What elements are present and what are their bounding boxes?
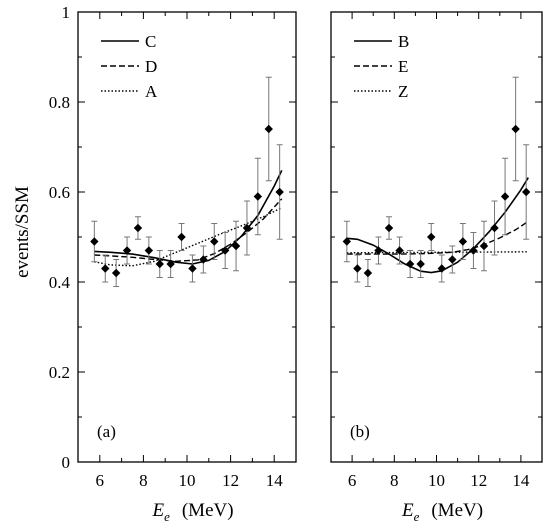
x-tick-label: 10 xyxy=(428,471,445,490)
data-point xyxy=(166,259,175,269)
y-tick-label: 0 xyxy=(62,453,71,472)
data-point xyxy=(395,246,404,255)
data-point xyxy=(353,264,362,273)
data-point xyxy=(220,246,230,255)
data-point xyxy=(177,232,186,242)
data-point xyxy=(363,268,373,278)
data-point xyxy=(374,246,383,255)
data-point xyxy=(155,259,164,269)
data-point xyxy=(500,192,510,201)
x-axis-unit: (MeV) xyxy=(431,500,483,521)
panel-label: (a) xyxy=(97,422,116,441)
x-axis-unit: (MeV) xyxy=(182,500,234,521)
curve-E xyxy=(346,220,529,255)
data-point xyxy=(90,237,99,246)
x-tick-label: 12 xyxy=(222,471,239,490)
x-axis-label: Ee (MeV) xyxy=(151,500,233,524)
curve-D xyxy=(94,198,283,263)
x-tick-label: 8 xyxy=(390,471,399,490)
y-axis-label: events/SSM xyxy=(12,186,33,278)
legend-label-Z: Z xyxy=(398,82,408,101)
panel-label: (b) xyxy=(350,422,370,441)
x-axis-var: E xyxy=(401,500,414,521)
y-tick-label: 0.2 xyxy=(49,363,70,382)
x-tick-label: 14 xyxy=(512,471,530,490)
plot-frame xyxy=(77,11,297,463)
data-point xyxy=(405,259,415,269)
data-point xyxy=(427,232,436,242)
data-point xyxy=(133,223,143,233)
data-point xyxy=(199,255,208,264)
x-tick-label: 12 xyxy=(470,471,487,490)
x-axis-var: E xyxy=(151,500,164,521)
data-point xyxy=(521,187,531,197)
y-tick-label: 1 xyxy=(62,3,71,22)
data-point xyxy=(490,223,499,233)
data-point xyxy=(122,246,132,255)
data-point xyxy=(479,241,489,251)
x-tick-label: 10 xyxy=(179,471,196,490)
y-tick-label: 0.4 xyxy=(49,273,71,292)
x-tick-label: 14 xyxy=(266,471,284,490)
x-axis-sub: e xyxy=(164,509,170,524)
data-point xyxy=(188,264,197,273)
panel-a: 6 8 10 12 14 0 0.2 0.4 0.6 0.8 1 Ee (MeV) CDA (a) xyxy=(49,3,297,524)
y-tick-label: 0.6 xyxy=(49,183,70,202)
legend-label-D: D xyxy=(145,57,157,76)
x-tick-label: 6 xyxy=(348,471,357,490)
data-point xyxy=(416,259,425,269)
data-point xyxy=(101,264,110,273)
plot-frame xyxy=(330,11,543,463)
legend-label-C: C xyxy=(145,32,156,51)
data-point xyxy=(210,237,219,246)
data-point xyxy=(448,255,457,264)
data-point xyxy=(437,264,446,273)
x-tick-label: 6 xyxy=(96,471,105,490)
curve-C xyxy=(94,170,283,265)
data-point xyxy=(458,237,468,246)
data-point xyxy=(231,241,241,251)
curve-B xyxy=(346,177,529,274)
data-point xyxy=(275,187,284,197)
data-point xyxy=(469,246,478,255)
data-point xyxy=(144,246,154,255)
data-point xyxy=(242,223,252,233)
legend-label-B: B xyxy=(398,32,409,51)
x-axis-sub: e xyxy=(414,509,420,524)
data-point xyxy=(111,268,121,278)
x-axis-label: Ee (MeV) xyxy=(401,500,483,524)
data-point xyxy=(511,124,520,134)
legend-label-E: E xyxy=(398,57,408,76)
data-point xyxy=(264,124,273,134)
data-point xyxy=(384,223,394,233)
data-point xyxy=(342,237,352,246)
x-tick-label: 8 xyxy=(139,471,148,490)
legend-label-A: A xyxy=(145,82,158,101)
data-point xyxy=(253,192,263,201)
curve-Z xyxy=(346,251,529,254)
y-tick-label: 0.8 xyxy=(49,93,70,112)
